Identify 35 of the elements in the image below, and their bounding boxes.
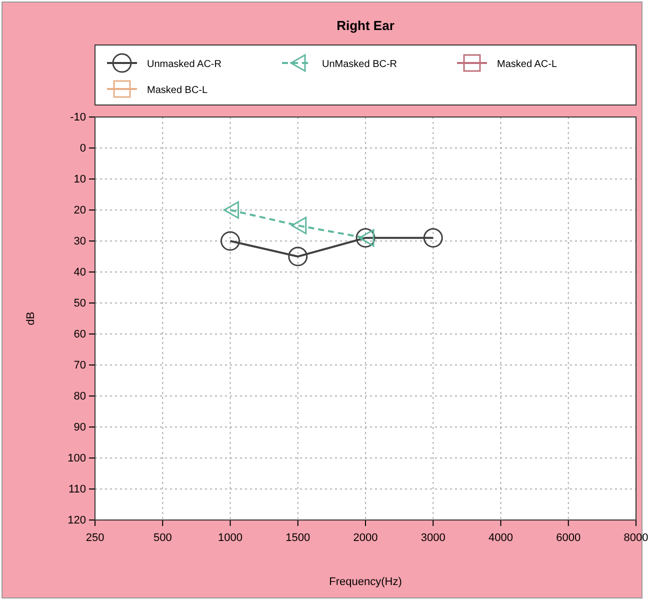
y-tick-label: 10	[74, 174, 86, 186]
y-tick-label: 0	[80, 142, 86, 155]
y-tick-label: 50	[74, 298, 86, 310]
y-tick-label: 90	[74, 422, 86, 434]
x-tick-label: 8000	[624, 532, 648, 544]
x-tick-label: 6000	[556, 532, 581, 544]
x-tick-label: 2000	[353, 532, 378, 544]
x-tick-label: 250	[86, 532, 104, 544]
y-tick-label: 70	[74, 360, 86, 372]
y-tick-label: 60	[74, 328, 86, 341]
legend-label: UnMasked BC-R	[322, 59, 398, 70]
y-tick-label: 120	[68, 514, 86, 527]
point	[224, 201, 239, 219]
point	[291, 216, 307, 234]
point	[220, 231, 240, 251]
y-tick-label: 80	[74, 390, 86, 403]
x-tick-label: 4000	[488, 532, 513, 544]
legend-label: Masked BC-L	[147, 85, 208, 96]
legend-label: Masked AC-L	[497, 59, 558, 70]
x-tick-label: 1500	[286, 532, 310, 544]
y-tick-label: 40	[74, 266, 86, 279]
y-tick-label: 30	[74, 236, 86, 248]
chart-title: Right Ear	[336, 18, 394, 33]
y-tick-label: 110	[68, 484, 86, 496]
x-axis-title: Frequency(Hz)	[329, 576, 402, 588]
y-tick-label: -10	[70, 112, 86, 124]
y-tick-label: 100	[68, 452, 86, 465]
y-axis-title: dB	[25, 312, 37, 326]
point	[288, 246, 308, 266]
x-tick-label: 1000	[218, 532, 242, 544]
legend-label: Unmasked AC-R	[147, 59, 222, 70]
y-tick-label: 20	[74, 204, 86, 217]
x-tick-label: 3000	[420, 532, 446, 544]
x-tick-label: 500	[153, 532, 172, 544]
point	[423, 228, 443, 248]
